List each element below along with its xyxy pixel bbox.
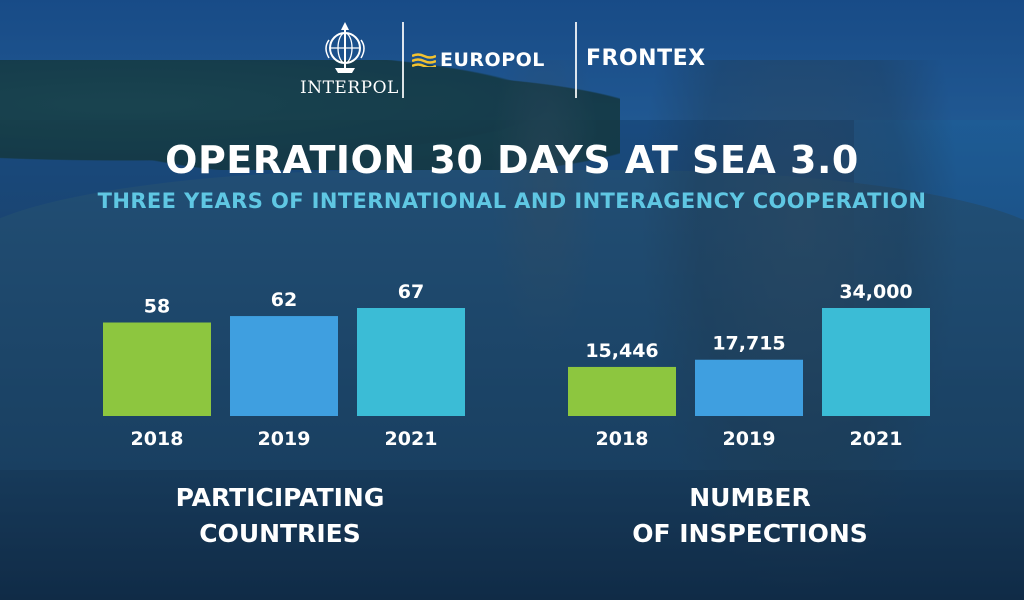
bar-2018	[568, 366, 676, 416]
bar-2021	[822, 308, 930, 416]
category-tick-label: 2019	[258, 428, 311, 450]
chart-title-inspections: NUMBER OF INSPECTIONS	[595, 480, 905, 552]
logo-divider	[402, 22, 404, 98]
bar-value-label: 62	[271, 289, 297, 311]
logo-divider	[575, 22, 577, 98]
page-subtitle: THREE YEARS OF INTERNATIONAL AND INTERAG…	[97, 189, 927, 213]
category-tick-label: 2018	[131, 428, 184, 450]
interpol-globe-emblem-icon	[325, 22, 365, 73]
bar-value-label: 58	[144, 296, 170, 318]
category-tick-label: 2021	[850, 428, 903, 450]
treeline-background	[0, 60, 620, 170]
europol-wave-mark-icon	[412, 53, 436, 67]
chart-title-line: COUNTRIES	[199, 519, 361, 548]
frontex-logo: FRONTEX	[586, 46, 706, 71]
chart-title-line: NUMBER	[689, 483, 811, 512]
bar-value-label: 17,715	[712, 333, 785, 355]
worker-silhouette	[490, 60, 600, 360]
interpol-logo: INTERPOL	[300, 18, 399, 100]
bar-value-label: 34,000	[839, 281, 912, 303]
bar-2018	[103, 322, 211, 416]
bar-2019	[230, 316, 338, 416]
chart-title-line: PARTICIPATING	[175, 483, 385, 512]
bar-2019	[695, 359, 803, 416]
bar-value-label: 67	[398, 281, 424, 303]
europol-logo: EUROPOL	[412, 48, 545, 72]
category-tick-label: 2021	[385, 428, 438, 450]
chart-title-line: OF INSPECTIONS	[632, 519, 868, 548]
interpol-label: INTERPOL	[300, 78, 399, 98]
chart-title-countries: PARTICIPATING COUNTRIES	[130, 480, 430, 552]
bar-2021	[357, 308, 465, 416]
europol-label: EUROPOL	[440, 49, 545, 71]
category-tick-label: 2019	[723, 428, 776, 450]
page-title: OPERATION 30 DAYS AT SEA 3.0	[165, 138, 859, 182]
category-tick-label: 2018	[596, 428, 649, 450]
bar-value-label: 15,446	[585, 340, 658, 362]
